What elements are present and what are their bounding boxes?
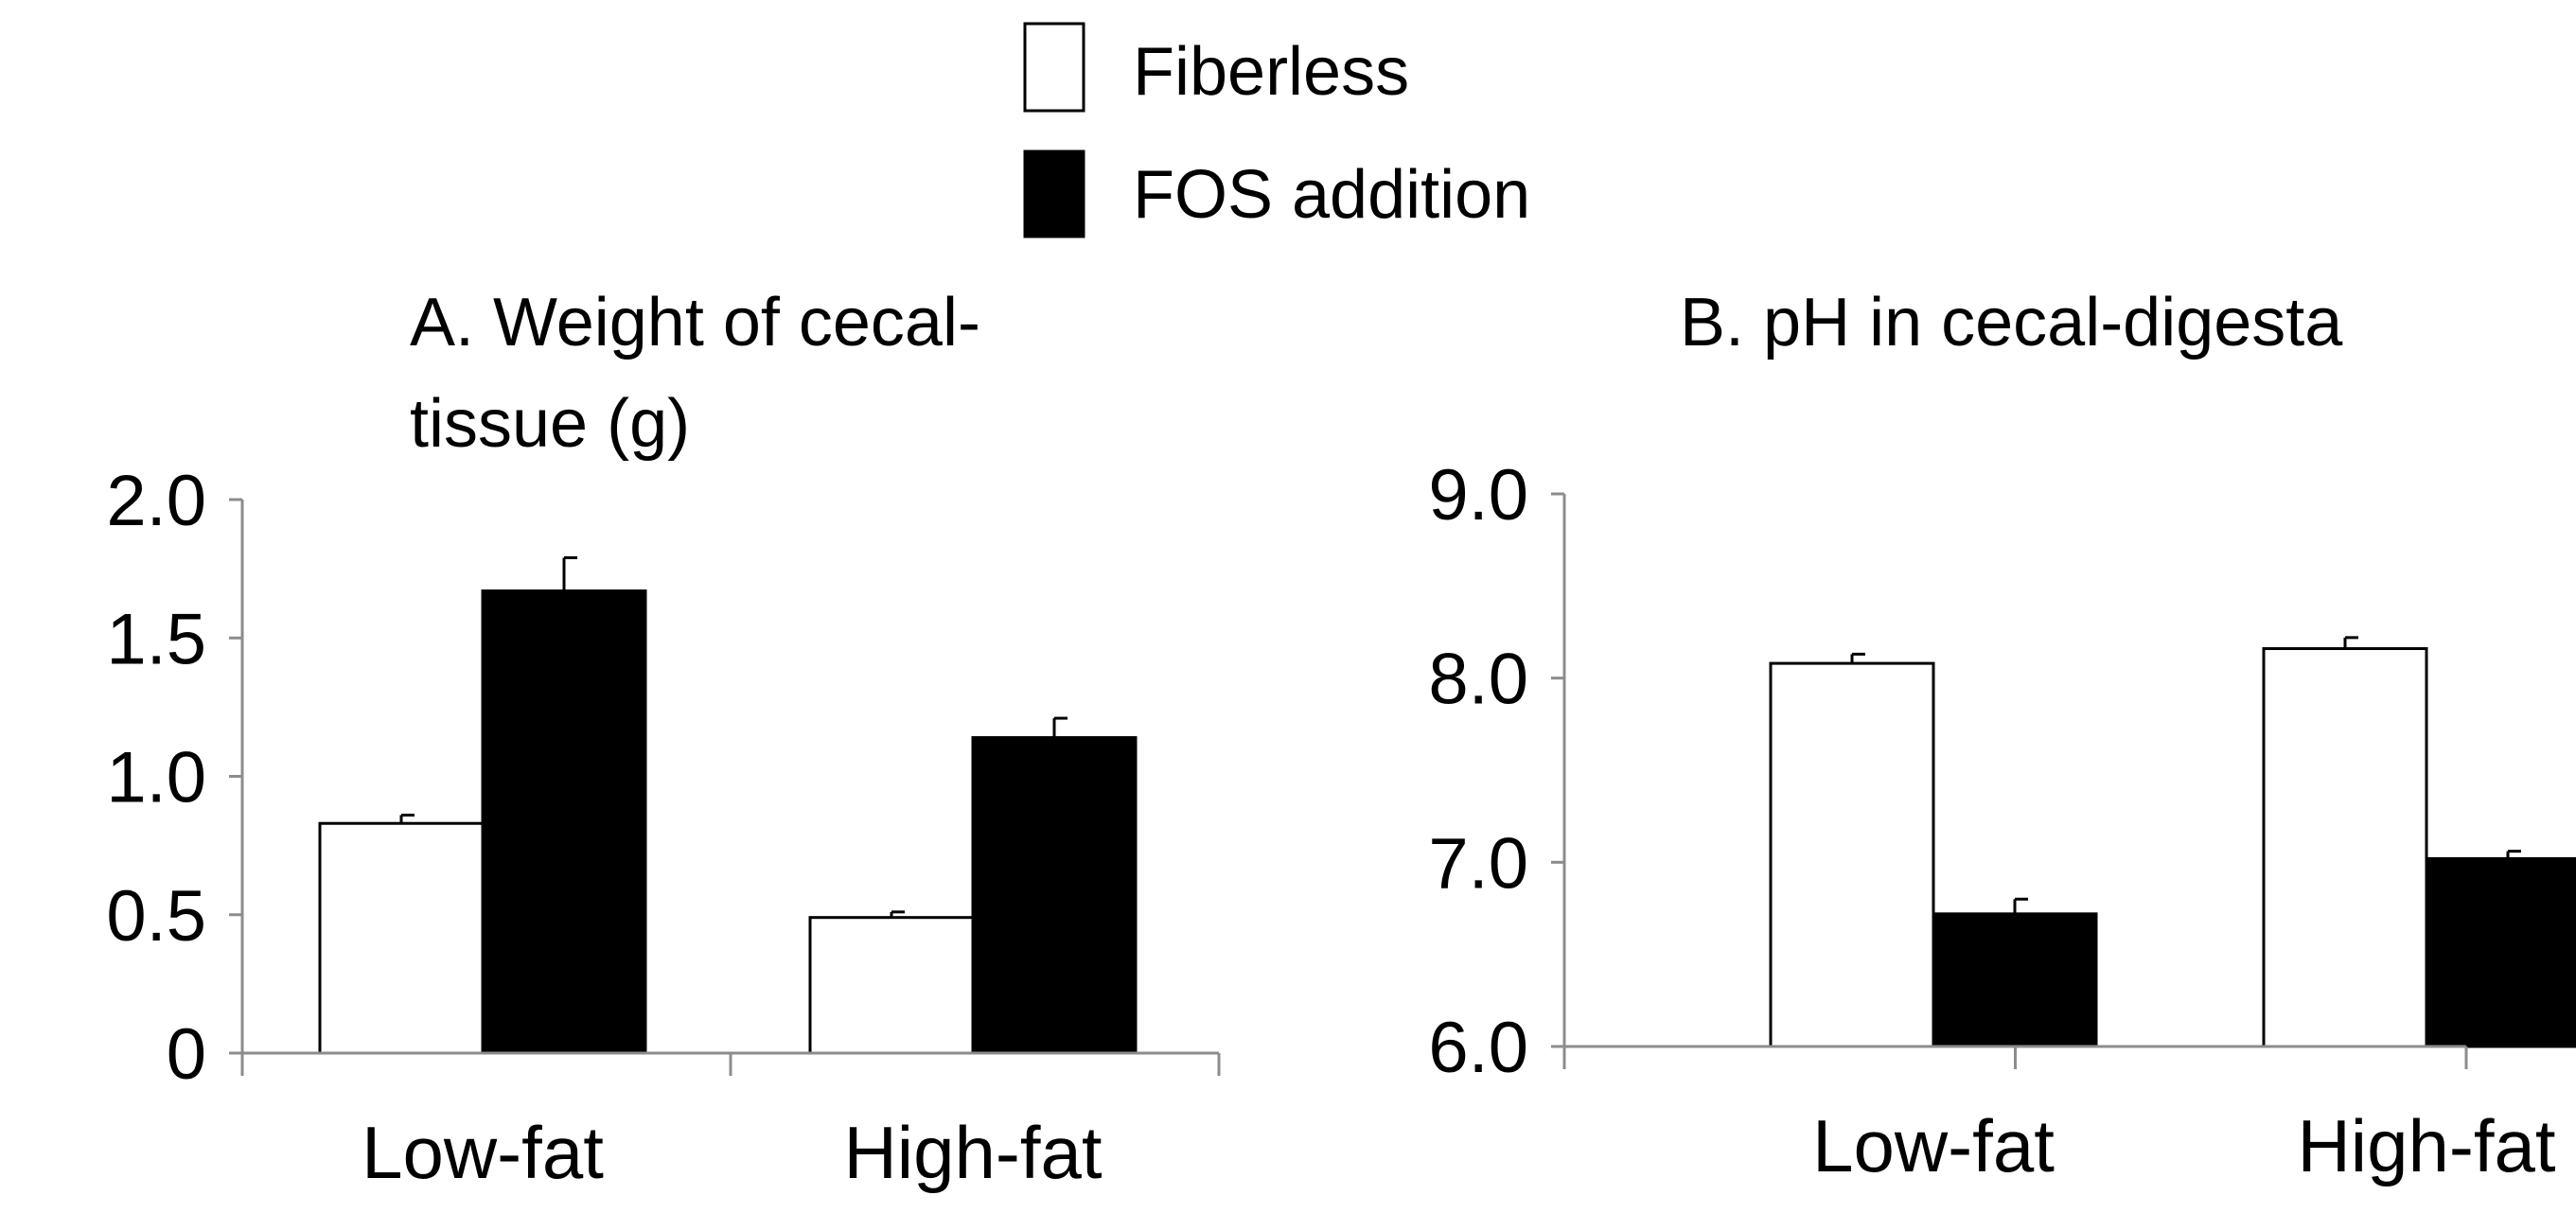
y-tick-label: 7.0 — [1428, 823, 1528, 904]
chart-weight-cecal-tissue: A. Weight of cecal- tissue (g) 0 0.5 1.0 1.… — [106, 285, 1221, 1194]
chart-title-line-1: B. pH in cecal-digesta — [1680, 285, 2343, 360]
bar-fiberless — [2262, 647, 2428, 1048]
plot-area: 6.0 7.0 8.0 9.0 Low-fat High-fat — [1428, 455, 2576, 1187]
legend-swatch-fiberless — [1023, 22, 1085, 113]
x-category-label: High-fat — [2297, 1104, 2555, 1187]
bar-fos-addition — [971, 736, 1138, 1055]
y-tick-label: 0.5 — [106, 876, 206, 957]
plot-area: 0 0.5 1.0 1.5 2.0 Low-fat High-fat — [106, 461, 1221, 1194]
legend-label-fos-addition: FOS addition — [1133, 157, 1530, 233]
x-category-label: High-fat — [843, 1111, 1102, 1194]
y-tick-label: 2.0 — [106, 461, 206, 541]
y-tick-label: 0 — [167, 1014, 206, 1095]
legend-item-fos-addition: FOS addition — [1023, 149, 1530, 238]
legend: Fiberless FOS addition — [1023, 22, 1530, 238]
chart-title-line-1: A. Weight of cecal- — [410, 285, 980, 360]
bar-fos-addition — [481, 589, 647, 1055]
x-category-label: Low-fat — [1812, 1104, 2055, 1187]
bar-fos-addition — [2425, 856, 2576, 1048]
bar-fiberless — [808, 916, 975, 1055]
chart-ph-cecal-digesta: B. pH in cecal-digesta 6.0 7.0 8.0 9.0 Low-f… — [1428, 285, 2576, 1187]
y-tick-label: 1.0 — [106, 738, 206, 818]
y-tick-label: 9.0 — [1428, 455, 1528, 536]
y-tick-label: 1.5 — [106, 599, 206, 679]
bar-fos-addition — [1932, 912, 2098, 1048]
legend-item-fiberless: Fiberless — [1023, 22, 1409, 113]
x-category-label: Low-fat — [362, 1111, 604, 1194]
bar-fiberless — [318, 821, 485, 1055]
legend-swatch-fos-addition — [1023, 149, 1085, 238]
bar-fiberless — [1769, 661, 1935, 1048]
y-tick-label: 8.0 — [1428, 640, 1528, 720]
chart-title-line-2: tissue (g) — [410, 386, 690, 462]
legend-label-fiberless: Fiberless — [1133, 34, 1409, 110]
y-tick-label: 6.0 — [1428, 1008, 1528, 1088]
